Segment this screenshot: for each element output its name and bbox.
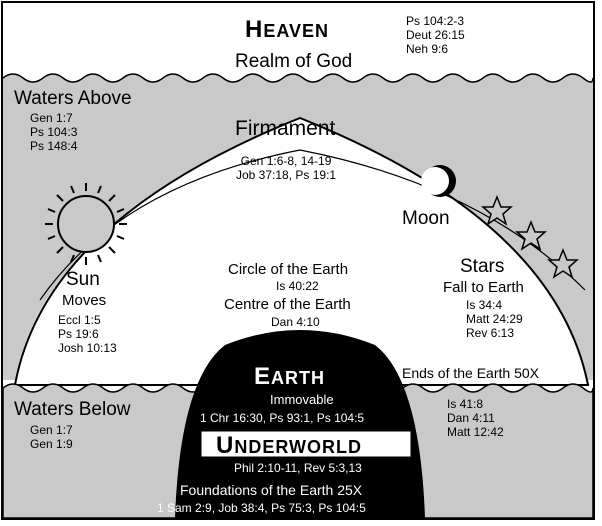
foundations-refs: 1 Sam 2:9, Job 38:4, Ps 75:3, Ps 104:5 <box>157 501 366 515</box>
firmament-dome <box>13 116 590 386</box>
stars-sublabel: Fall to Earth <box>443 279 524 296</box>
sun-label: Sun <box>66 269 100 290</box>
heaven-title: HEAVEN <box>245 16 330 43</box>
moon-label: Moon <box>402 208 450 229</box>
sun-sublabel: Moves <box>62 292 107 309</box>
circle-label: Circle of the Earth <box>228 261 349 278</box>
sun-refs: Eccl 1:5 Ps 19:6 Josh 10:13 <box>58 313 117 355</box>
stars-label: Stars <box>460 256 505 277</box>
sun-icon <box>45 183 127 265</box>
circle-ref: Is 40:22 <box>276 279 319 293</box>
crescent-moon-icon <box>421 165 456 197</box>
waters-above-wave <box>2 73 594 83</box>
firmament-label: Firmament <box>235 117 336 140</box>
earth-title: EARTH <box>254 363 326 390</box>
waters-below-label: Waters Below <box>14 399 131 420</box>
waters-above-refs: Gen 1:7 Ps 104:3 Ps 148:4 <box>30 111 78 153</box>
foundations-label: Foundations of the Earth 25X <box>180 482 363 498</box>
waters-above-label: Waters Above <box>14 88 132 109</box>
earth-sublabel: Immovable <box>270 392 334 407</box>
star-icon <box>547 247 579 279</box>
heaven-subtitle: Realm of God <box>235 51 353 72</box>
stars-refs: Is 34:4 Matt 24:29 Rev 6:13 <box>466 298 523 340</box>
waters-below-refs: Gen 1:7 Gen 1:9 <box>30 423 73 451</box>
ends-refs: Is 41:8 Dan 4:11 Matt 12:42 <box>447 397 504 439</box>
earth-mound <box>175 330 425 518</box>
firmament-refs: Gen 1:6-8, 14-19 Job 37:18, Ps 19:1 <box>236 154 337 182</box>
underworld-box <box>200 430 412 458</box>
star-icon <box>481 194 513 226</box>
star-icon <box>515 219 547 251</box>
centre-label: Centre of the Earth <box>224 296 351 313</box>
centre-ref: Dan 4:10 <box>271 315 320 329</box>
waters-above-region <box>3 74 593 380</box>
underworld-title: UNDERWORLD <box>216 432 363 459</box>
earth-refs: 1 Chr 16:30, Ps 93:1, Ps 104:5 <box>200 411 365 425</box>
ends-label: Ends of the Earth 50X <box>402 365 539 381</box>
underworld-refs: Phil 2:10-11, Rev 5:3,13 <box>234 461 362 475</box>
heaven-refs: Ps 104:2-3 Deut 26:15 Neh 9:6 <box>406 14 465 56</box>
